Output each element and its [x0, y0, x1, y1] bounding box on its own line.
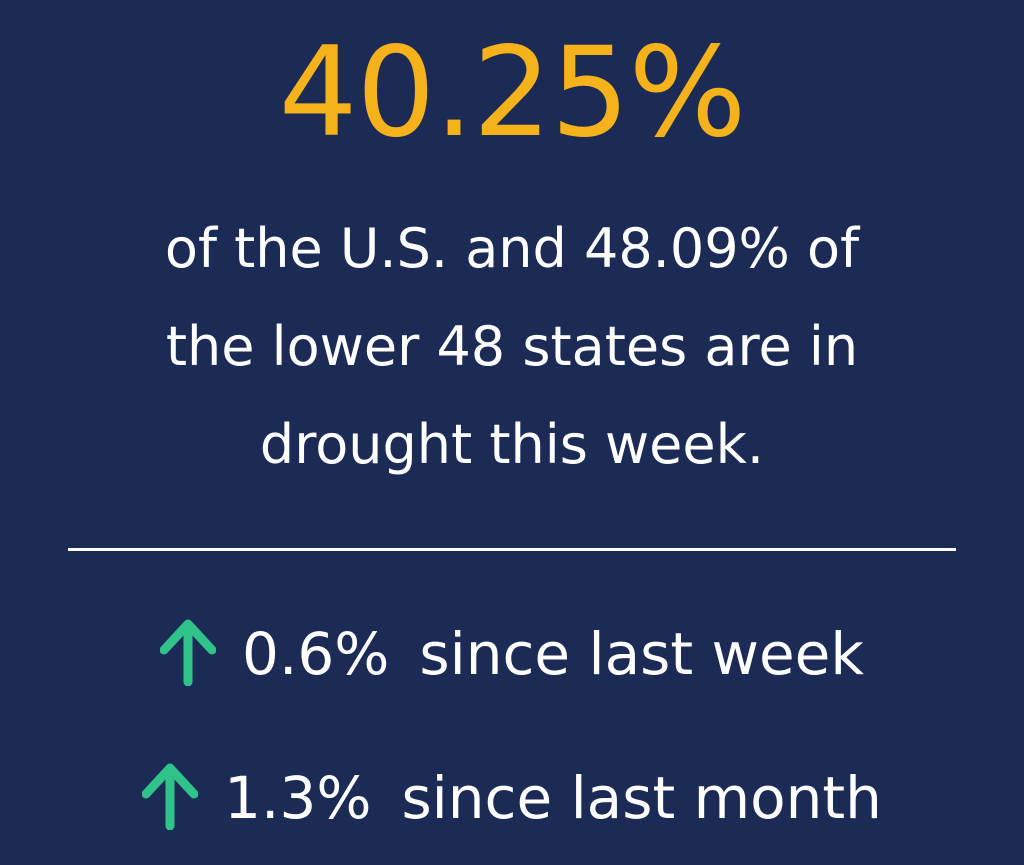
divider — [68, 548, 956, 551]
description-line-3: drought this week. — [259, 413, 765, 476]
change-value: 0.6% — [242, 620, 390, 688]
arrow-up-icon — [142, 763, 199, 830]
change-value: 1.3% — [224, 764, 372, 832]
change-since-last-week: 0.6% since last week — [0, 614, 1024, 694]
change-label: since last week — [419, 620, 864, 688]
change-label: since last month — [401, 764, 882, 832]
drought-percentage: 40.25% — [278, 21, 747, 165]
description-line-2: the lower 48 states are in — [165, 315, 859, 378]
drought-description: of the U.S. and 48.09% of the lower 48 s… — [40, 200, 984, 494]
description-line-1: of the U.S. and 48.09% of — [164, 217, 860, 280]
arrow-up-icon — [160, 619, 217, 686]
change-since-last-month: 1.3% since last month — [0, 758, 1024, 838]
